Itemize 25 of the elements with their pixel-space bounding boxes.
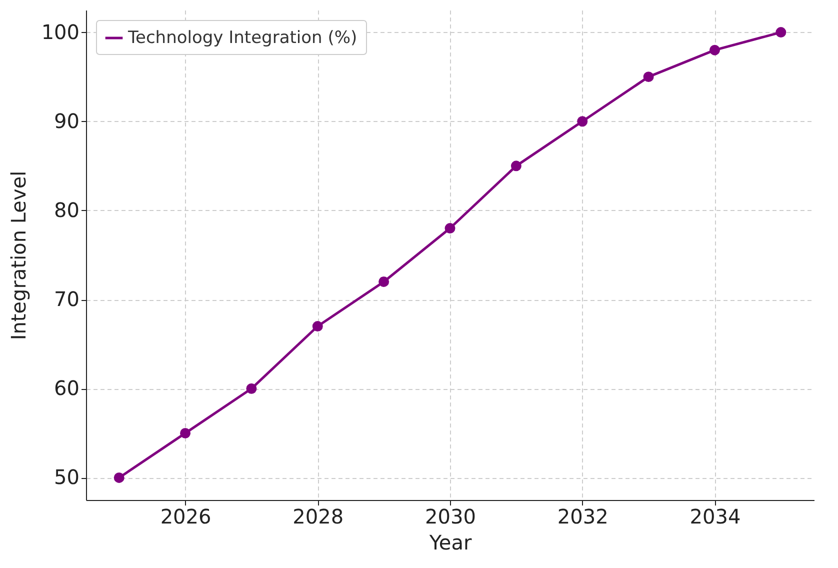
- legend-label: Technology Integration (%): [127, 28, 358, 48]
- point: [444, 223, 456, 234]
- point: [180, 428, 191, 438]
- y-tick-label: 80: [54, 198, 80, 222]
- point: [114, 472, 124, 483]
- x-tick-label: 2034: [690, 504, 741, 528]
- point: [776, 27, 786, 38]
- y-tick-label: 50: [54, 465, 80, 490]
- x-tick-label: 2026: [160, 504, 212, 528]
- point: [378, 276, 390, 287]
- point: [312, 321, 323, 332]
- y-tick-label: 90: [54, 108, 80, 133]
- x-tick-label: 2028: [292, 504, 344, 528]
- point: [643, 72, 654, 82]
- point: [577, 116, 588, 127]
- y-tick-label: 100: [41, 20, 80, 44]
- y-tick-label: 60: [54, 376, 80, 400]
- x-axis-title: Year: [428, 530, 472, 554]
- point: [246, 383, 257, 394]
- point: [510, 160, 522, 172]
- y-tick-label: 70: [54, 287, 80, 312]
- x-tick-label: 2032: [557, 504, 608, 528]
- x-tick-label: 2030: [425, 504, 476, 528]
- y-axis-title: Integration Level: [6, 170, 30, 340]
- point: [709, 44, 720, 56]
